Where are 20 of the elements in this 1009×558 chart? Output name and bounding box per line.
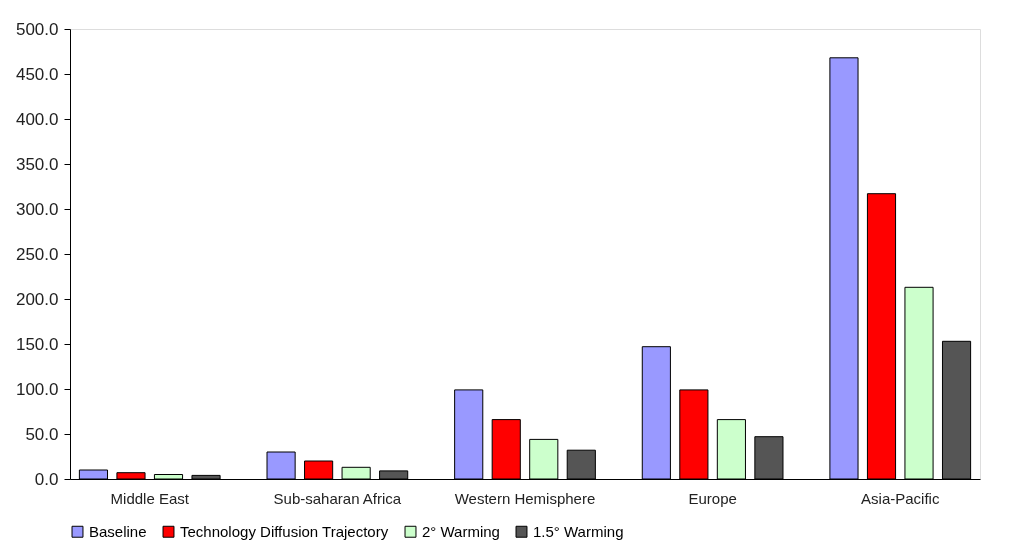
y-tick-label: 0.0 <box>34 469 59 489</box>
y-tick-label: 50.0 <box>25 424 59 444</box>
legend-label: 2° Warming <box>422 522 500 540</box>
y-tick-label: 350.0 <box>15 154 59 174</box>
y-tick-label: 450.0 <box>15 64 59 84</box>
y-tick-label: 500.0 <box>15 19 59 39</box>
y-tick-label: 200.0 <box>15 289 59 309</box>
y-tick-label: 300.0 <box>15 199 59 219</box>
y-tick-label: 100.0 <box>15 379 59 399</box>
x-tick-label: Asia-Pacific <box>861 489 940 507</box>
legend-label: Baseline <box>89 522 147 540</box>
x-tick-label: Western Hemisphere <box>454 489 596 507</box>
y-tick-label: 400.0 <box>15 109 59 129</box>
y-tick-label: 150.0 <box>15 334 59 354</box>
y-tick-label: 250.0 <box>15 244 59 264</box>
x-tick-label: Sub-saharan Africa <box>273 489 402 507</box>
legend-label: Technology Diffusion Trajectory <box>180 522 389 540</box>
x-tick-label: Middle East <box>110 489 190 507</box>
legend-label: 1.5° Warming <box>533 522 624 540</box>
x-tick-label: Europe <box>688 489 737 507</box>
